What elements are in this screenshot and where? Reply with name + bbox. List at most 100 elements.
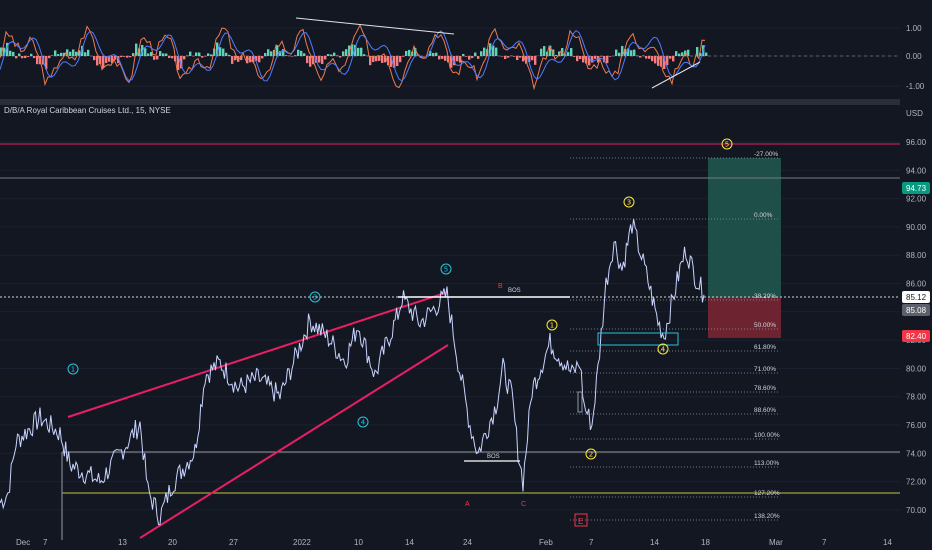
histogram-bar [36,56,39,65]
histogram-bar [33,56,36,59]
histogram-bar [186,55,189,56]
earnings-marker[interactable]: E [574,513,588,527]
indicator-line-slow [0,29,706,82]
indicator-axis: 1.00 0.00 -1.00 [906,24,925,91]
histogram-bar [6,42,9,56]
histogram-bar [588,56,591,66]
bos-bottom-label: BOS [487,454,500,460]
histogram-bar [531,56,534,61]
histogram-bar [324,56,327,60]
indicator-divergence-line [295,17,455,35]
time-axis[interactable]: Dec 7 13 20 27 2022 10 14 24 Feb 7 14 18 Mar 7 14 [16,538,892,547]
histogram-bar [657,56,660,66]
histogram-bar [663,56,666,70]
fib-label: -27.00% [754,151,778,158]
histogram-bar [372,56,375,63]
time-tick-label: Dec [16,538,30,547]
stop-badge-text: 82.40 [906,332,927,341]
histogram-bar [276,45,279,56]
histogram-bar [150,52,153,56]
histogram-bar [405,50,408,56]
target-badge [902,182,930,194]
histogram-bar [177,56,180,71]
histogram-bar [579,56,582,60]
indicator-pane[interactable] [0,17,900,91]
histogram-bar [54,50,57,56]
histogram-bar [363,54,366,56]
histogram-bar [687,49,690,56]
histogram-bar [345,49,348,56]
histogram-bar [189,51,192,56]
histogram-bar [252,56,255,63]
histogram-bar [231,56,234,64]
histogram-bar [279,51,282,56]
price-pane[interactable]: -27.00% 0.00% 38.20% 50.00% 61.80% 71.00% 78.6… [0,138,900,540]
time-tick-label: 18 [701,538,710,547]
histogram-bar [570,48,573,56]
fib-label: 138.20% [754,513,780,520]
histogram-bar [618,52,621,56]
histogram-bar [126,56,129,58]
wedge-upper-line [67,291,449,418]
demand-box [597,332,679,346]
histogram-bar [375,56,378,62]
histogram-bar [624,49,627,56]
histogram-bar [399,56,402,63]
histogram-bar [234,56,237,61]
histogram-bar [582,56,585,63]
histogram-bar [255,56,258,62]
time-tick-label: 13 [118,538,127,547]
histogram-bar [144,48,147,56]
histogram-bar [78,50,81,56]
histogram-bar [81,45,84,56]
histogram-bar [27,56,30,57]
wave-label-yellow: 2 [589,451,593,459]
histogram-bar [672,56,675,62]
indicator-tick-label: 0.00 [906,52,922,61]
fib-label: 0.00% [754,212,773,219]
histogram-bar [114,56,117,60]
histogram-bar [633,49,636,56]
histogram-bar [63,52,66,56]
target-zone [708,158,781,298]
histogram-bar [327,54,330,56]
histogram-bar [48,56,51,59]
current-price-badge [902,304,930,316]
histogram-bar [525,56,528,64]
histogram-bar [483,47,486,56]
histogram-bar [540,48,543,56]
wave-label-cyan: 5 [444,266,448,274]
histogram-bar [15,56,18,59]
histogram-bar [261,56,264,59]
histogram-bar [300,50,303,56]
price-tick-label: 88.00 [906,251,927,260]
histogram-bar [621,45,624,56]
histogram-bar [390,56,393,67]
histogram-bar [603,56,606,63]
histogram-bar [609,56,612,57]
histogram-bar [489,43,492,56]
histogram-bar [219,47,222,56]
current-price-badge-text: 85.08 [906,306,927,315]
histogram-bar [705,52,708,56]
histogram-bar [453,56,456,66]
histogram-bar [291,56,294,57]
last-price-badge [902,291,930,303]
wave-label-yellow: 1 [550,322,554,330]
histogram-bar [630,50,633,56]
histogram-bar [627,48,630,56]
histogram-bar [141,44,144,56]
histogram-bar [18,53,21,56]
pane-separator[interactable] [0,99,932,105]
histogram-bar [513,56,516,57]
time-tick-label: 7 [589,538,594,547]
histogram-bar [648,56,651,59]
stop-zone [708,298,781,338]
range-marker [577,391,583,413]
histogram-bar [270,51,273,56]
bos-top-label: BOS [508,288,521,294]
histogram-bar [450,56,453,68]
price-tick-label: 76.00 [906,421,927,430]
